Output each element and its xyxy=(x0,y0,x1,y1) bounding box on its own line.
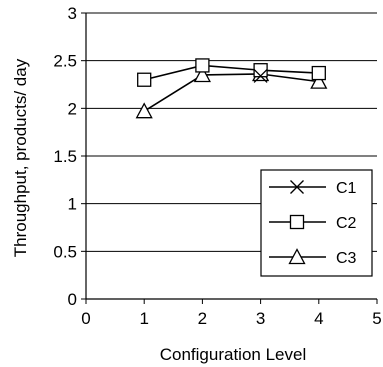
series-line-c3 xyxy=(143,73,319,112)
x-tick-label: 0 xyxy=(81,309,90,328)
x-tick-label: 4 xyxy=(314,309,323,328)
point-c3 xyxy=(193,66,211,83)
x-tick-label: 2 xyxy=(198,309,207,328)
legend-label: C1 xyxy=(336,180,357,197)
legend: C1 C2 C3 xyxy=(260,169,373,277)
x-axis-title: Configuration Level xyxy=(160,345,306,364)
point-c2 xyxy=(311,65,326,81)
legend-marker xyxy=(288,248,306,265)
point-c3 xyxy=(135,102,153,119)
y-tick-label: 2.5 xyxy=(53,52,77,71)
legend-item-c1: C1 xyxy=(269,180,357,197)
y-tick-label: 0 xyxy=(68,290,77,309)
y-axis-title: Throughput, products/ day xyxy=(11,58,30,257)
point-c2 xyxy=(195,58,210,73)
x-marker-stroke xyxy=(253,68,268,83)
point-c3 xyxy=(310,72,328,89)
legend-label: C3 xyxy=(336,250,357,267)
legend-marker xyxy=(290,180,304,194)
series-line-c2 xyxy=(144,64,319,81)
x-tick-label: 3 xyxy=(256,309,265,328)
y-tick-label: 1.5 xyxy=(53,147,77,166)
legend-item-c3: C3 xyxy=(269,248,357,267)
x-marker-stroke xyxy=(290,180,304,194)
y-tick-label: 2 xyxy=(68,99,77,118)
y-tick-label: 3 xyxy=(68,4,77,23)
y-tick-label: 1 xyxy=(68,195,77,214)
point-c2 xyxy=(137,72,152,87)
y-tick-label: 0.5 xyxy=(53,242,77,261)
data-series xyxy=(135,58,328,119)
legend-marker xyxy=(289,214,305,230)
point-c1 xyxy=(253,68,268,83)
x-tick-label: 5 xyxy=(372,309,381,328)
point-c2 xyxy=(253,63,268,78)
y-axis-ticks: 0 0.5 1 1.5 2 2.5 3 xyxy=(53,4,86,309)
x-tick-label: 1 xyxy=(139,309,148,328)
legend-item-c2: C2 xyxy=(269,214,357,232)
legend-label: C2 xyxy=(336,215,357,232)
x-axis-ticks: 0 1 2 3 4 5 xyxy=(81,299,382,328)
